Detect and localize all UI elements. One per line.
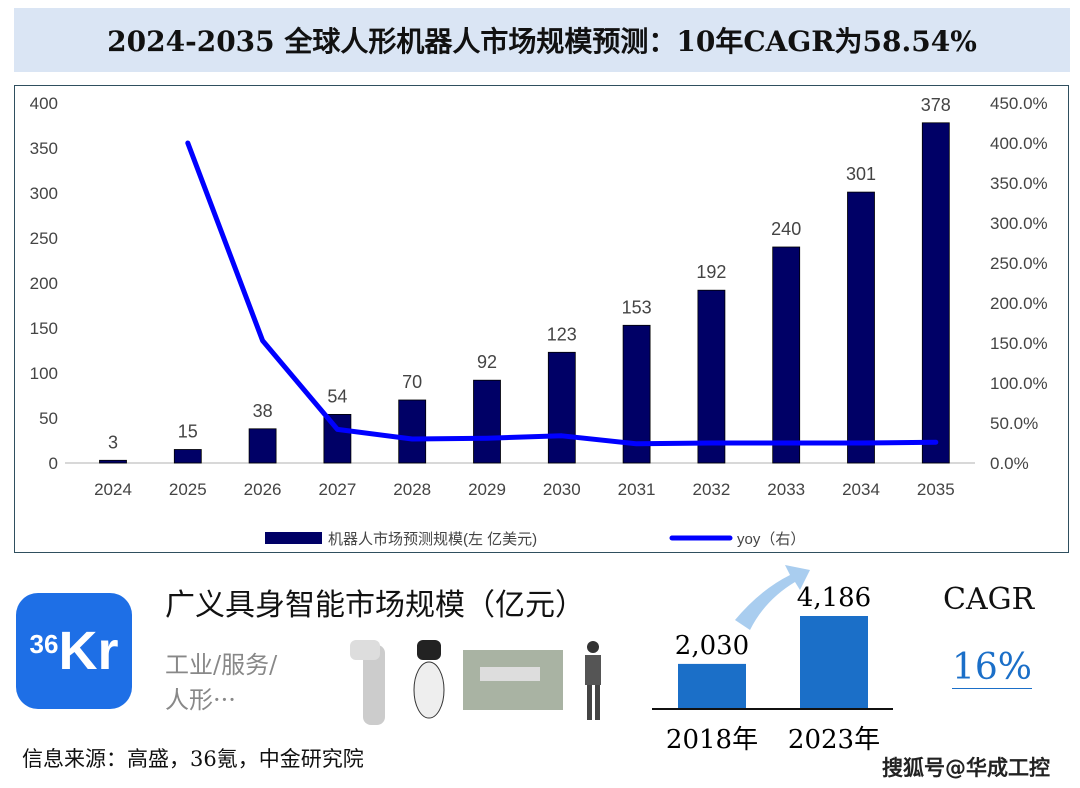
chart-title: 2024-2035 全球人形机器人市场规模预测：10年CAGR为58.54% [14,8,1070,72]
legend-bar-swatch [265,532,322,544]
x-tick-label: 2026 [244,480,282,499]
bar-data-label-2028: 70 [402,372,422,392]
bar-2023 [800,616,868,709]
bar-2030 [547,351,576,464]
x-tick-label: 2028 [393,480,431,499]
left-tick-label: 50 [39,409,58,428]
segments-line2: 人形··· [165,686,236,714]
infographic-heading: 广义具身智能市场规模（亿元） [165,588,585,623]
x-tick-label: 2032 [692,480,730,499]
bar-data-label-2030: 123 [547,324,577,344]
36kr-logo: 36 Kr [16,593,132,709]
bar-data-label-2034: 301 [846,164,876,184]
bar-2033 [772,246,801,464]
bar-data-label-2024: 3 [108,432,118,452]
segments-line1: 工业/服务/ [165,651,278,679]
bar-2025 [173,449,202,464]
embodied-ai-bar-chart: 2,030 4,186 2018年 2023年 [652,565,893,755]
chart-frame [14,85,1069,553]
right-tick-label: 250.0% [990,254,1048,273]
cagr-label: CAGR [943,582,1035,617]
industrial-arm-icon [350,640,385,725]
growth-arrow-icon [735,565,810,630]
right-tick-label: 450.0% [990,94,1048,113]
label-2023: 2023年 [788,725,880,755]
humanoid-robot-icon [585,641,601,720]
right-tick-label: 400.0% [990,134,1048,153]
legend-bar-label: 机器人市场预测规模(左 亿美元) [328,531,537,548]
bar-2029 [473,379,501,464]
x-tick-label: 2025 [169,480,207,499]
bar-2024 [99,459,127,464]
combo-chart: 0 50 100 150 200 250 300 350 400 0.0% 50.0% 100.0% 1… [30,94,1048,548]
left-tick-label: 250 [30,229,58,248]
bar-data-label-2025: 15 [178,422,198,442]
x-tick-label: 2024 [94,480,132,499]
robot-images [350,640,601,725]
bar-2028 [398,399,427,464]
bar-data-label-2026: 38 [253,401,273,421]
left-tick-label: 200 [30,274,58,293]
x-tick-label: 2031 [618,480,656,499]
bar-data-label-2029: 92 [477,352,497,372]
x-tick-label: 2029 [468,480,506,499]
bar-2032 [697,289,726,464]
bar-2026 [248,428,277,464]
robot-dog-icon [463,650,563,710]
right-tick-label: 300.0% [990,214,1048,233]
x-tick-label: 2030 [543,480,581,499]
x-tick-label: 2033 [767,480,805,499]
bar-data-label-2031: 153 [622,297,652,317]
bar-2031 [622,324,651,464]
right-tick-label: 350.0% [990,174,1048,193]
value-2018: 2,030 [675,631,749,661]
right-tick-label: 0.0% [990,454,1029,473]
x-tick-label: 2035 [917,480,955,499]
right-tick-label: 150.0% [990,334,1048,353]
left-tick-label: 100 [30,364,58,383]
right-tick-label: 200.0% [990,294,1048,313]
left-tick-label: 350 [30,139,58,158]
source-note: 信息来源：高盛，36氪，中金研究院 [22,747,364,771]
right-tick-label: 50.0% [990,414,1038,433]
left-tick-label: 300 [30,184,58,203]
value-2023: 4,186 [797,583,871,613]
bar-data-label-2032: 192 [696,262,726,282]
legend-line-label: yoy（右） [737,531,805,548]
bar-data-label-2027: 54 [327,386,347,406]
left-tick-label: 0 [49,454,58,473]
x-tick-label: 2027 [318,480,356,499]
x-tick-label: 2034 [842,480,880,499]
bar-2035 [921,122,950,464]
watermark: 搜狐号@华成工控 [882,756,1050,780]
left-tick-label: 400 [30,94,58,113]
bar-data-label-2035: 378 [921,95,951,115]
cagr-value: 16% [952,647,1033,689]
bar-data-label-2033: 240 [771,219,801,239]
label-2018: 2018年 [666,725,758,755]
left-tick-label: 150 [30,319,58,338]
bar-2018 [678,663,746,709]
right-tick-label: 100.0% [990,374,1048,393]
bar-2034 [847,191,875,464]
service-robot-icon [413,640,445,719]
